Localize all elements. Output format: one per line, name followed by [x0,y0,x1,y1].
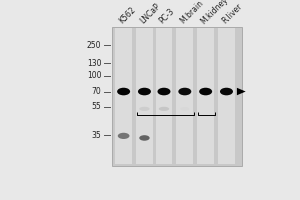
Ellipse shape [138,88,151,95]
Text: M.kidney: M.kidney [199,0,230,26]
Text: M.brain: M.brain [178,0,205,26]
Text: LNCaP: LNCaP [138,2,162,26]
Ellipse shape [199,88,212,95]
Text: 100: 100 [87,71,101,80]
Ellipse shape [159,107,169,111]
Text: 130: 130 [87,59,101,68]
Bar [136,28,153,164]
Text: 250: 250 [87,41,101,50]
Ellipse shape [178,88,191,95]
Bar [176,28,193,164]
Text: 55: 55 [92,102,101,111]
Ellipse shape [139,107,150,111]
Text: R.liver: R.liver [220,2,244,26]
Text: K562: K562 [117,5,137,26]
Bar [197,28,214,164]
Text: 70: 70 [92,87,101,96]
Ellipse shape [220,88,233,95]
Ellipse shape [139,135,150,141]
Bar [112,27,242,166]
Bar [218,28,235,164]
Text: PC-3: PC-3 [158,7,176,26]
Ellipse shape [158,88,170,95]
Bar [115,28,132,164]
Bar [155,28,172,164]
Polygon shape [237,88,246,95]
Ellipse shape [180,107,189,111]
Ellipse shape [118,133,130,139]
Ellipse shape [117,88,130,95]
Text: 35: 35 [92,131,101,140]
